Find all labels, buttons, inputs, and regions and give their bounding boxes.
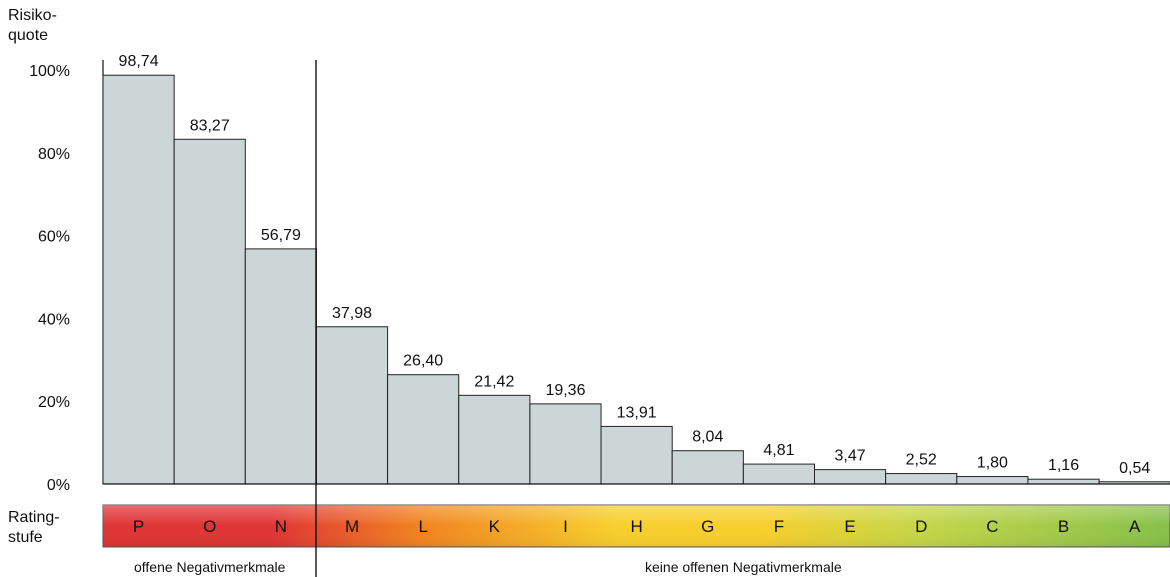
rating-grade-label: E [844, 517, 855, 536]
value-labels: 98,74 83,27 56,79 37,98 26,40 21,42 19,36 13,91… [119, 53, 1151, 477]
y-tick-label: 80% [38, 146, 70, 163]
value-label: 19,36 [545, 382, 585, 399]
bars [102, 74, 1170, 485]
bar [387, 374, 460, 485]
rating-grade-label: B [1058, 517, 1069, 536]
y-tick-label: 40% [38, 311, 70, 328]
value-label: 26,40 [403, 353, 443, 370]
bar [244, 248, 317, 485]
rating-grade-label: C [986, 517, 998, 536]
value-label: 1,80 [977, 455, 1008, 472]
value-label: 4,81 [763, 442, 794, 459]
value-label: 8,04 [692, 429, 723, 446]
rating-grade-label: I [563, 517, 568, 536]
value-label: 21,42 [474, 373, 514, 390]
bar [885, 473, 958, 485]
bar [600, 425, 673, 485]
value-label: 98,74 [119, 53, 159, 70]
rating-grade-label: F [774, 517, 784, 536]
rating-grade-label: O [203, 517, 216, 536]
y-tick-label: 20% [38, 394, 70, 411]
value-label: 83,27 [190, 117, 230, 134]
y-tick-label: 100% [29, 63, 70, 80]
bar [1027, 478, 1100, 485]
rating-grade-label: P [133, 517, 144, 536]
bar [458, 394, 531, 485]
bar [102, 74, 175, 485]
bar [173, 138, 246, 485]
bar [671, 450, 744, 485]
bar [956, 476, 1029, 485]
value-label: 13,91 [617, 404, 657, 421]
value-label: 2,52 [906, 452, 937, 469]
rating-grade-label: L [418, 517, 427, 536]
rating-grade-label: K [489, 517, 501, 536]
y-tick-label: 0% [47, 477, 70, 494]
rating-grade-label: A [1129, 517, 1141, 536]
rating-grade-label: N [275, 517, 287, 536]
rating-scale-shade [103, 505, 1170, 547]
bar [742, 463, 815, 485]
rating-grade-label: D [915, 517, 927, 536]
bar [529, 403, 602, 485]
bar [814, 469, 887, 485]
value-label: 56,79 [261, 227, 301, 244]
group-labels: offene Negativmerkmale keine offenen Nega… [134, 559, 842, 575]
y-axis-label: Risiko- quote [8, 7, 61, 44]
group-label: offene Negativmerkmale [134, 559, 286, 575]
y-tick-labels: 0% 20% 40% 60% 80% 100% [29, 63, 70, 494]
value-label: 3,47 [835, 448, 866, 465]
group-label: keine offenen Negativmerkmale [645, 559, 842, 575]
rating-grade-label: G [701, 517, 714, 536]
y-tick-label: 60% [38, 229, 70, 246]
value-label: 1,16 [1048, 457, 1079, 474]
value-label: 0,54 [1119, 460, 1150, 477]
value-label: 37,98 [332, 305, 372, 322]
bar [315, 326, 389, 485]
rating-scale-label: Rating- stufe [8, 509, 64, 546]
rating-grade-label: H [630, 517, 642, 536]
rating-grade-label: M [345, 517, 359, 536]
